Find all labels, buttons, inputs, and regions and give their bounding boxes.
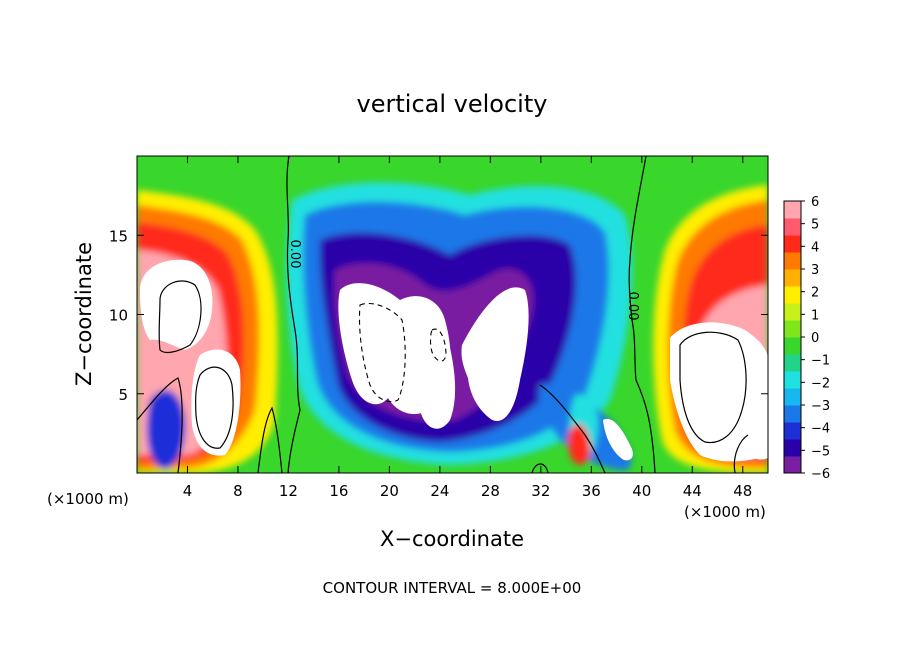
central-white-right (461, 287, 529, 421)
x-tick-label: 24 (430, 482, 449, 500)
left-downdraft (146, 390, 186, 470)
negative-contours (358, 302, 447, 403)
contour-lines (137, 156, 749, 473)
colorbar-swatch (784, 405, 801, 423)
colorbar-tick-label: −5 (811, 444, 830, 459)
negative-contour-2 (429, 328, 447, 362)
x-tick-label: 8 (233, 482, 243, 500)
colorbar-swatch (784, 388, 801, 406)
colorbar-swatch (784, 303, 801, 321)
y-axis-label: Z−coordinate (72, 242, 96, 386)
negative-contour-1 (358, 302, 406, 403)
x-tick-label: 36 (582, 482, 601, 500)
x-unit-left: (×1000 m) (47, 490, 129, 508)
x-tick-label: 16 (329, 482, 348, 500)
zero-contour-right-low (539, 384, 606, 473)
colorbar-swatch (784, 201, 801, 219)
colorbar-tick-label: −4 (811, 422, 830, 437)
x-axis: 4 8 12 16 20 24 28 32 36 40 44 48 (183, 156, 752, 500)
x-tick-label: 48 (733, 482, 752, 500)
colorbar-swatch (784, 235, 801, 253)
zero-contour-left (286, 156, 301, 473)
colorbar-swatch (784, 269, 801, 287)
right-corner-white (745, 421, 768, 460)
zero-contour-left-low (137, 377, 183, 473)
positive-contour-1 (158, 280, 202, 354)
zero-contour-bottom-bump (531, 463, 549, 473)
contour-interval: CONTOUR INTERVAL = 8.000E+00 (323, 579, 582, 597)
positive-contour-3 (679, 331, 747, 444)
colorbar-tick-label: −6 (811, 467, 830, 482)
x-tick-label: 4 (183, 482, 193, 500)
colorbar-swatch (784, 337, 801, 355)
zero-contour-right-corner (733, 434, 749, 473)
plot-area (137, 156, 768, 473)
colorbar-tick-label: 4 (811, 240, 819, 255)
colorbar-tick-label: −3 (811, 399, 830, 414)
contour-label-right: 0.00 (625, 292, 640, 321)
colorbar-tick-label: −1 (811, 354, 830, 369)
colorbar-swatch (784, 252, 801, 270)
right-streak-white (603, 418, 633, 461)
x-unit-right: (×1000 m) (684, 503, 766, 521)
colorbar-tick-label: 1 (811, 308, 819, 323)
colorbar-swatch (784, 218, 801, 236)
contour-label-left: 0.00 (287, 240, 302, 269)
colorbar-swatch (784, 439, 801, 457)
x-tick-label: 28 (481, 482, 500, 500)
chart-title: vertical velocity (357, 90, 548, 118)
y-axis: 5 10 15 (109, 227, 768, 404)
left-upper-white (140, 259, 213, 350)
x-tick-label: 40 (632, 482, 651, 500)
x-tick-label: 20 (380, 482, 399, 500)
colorbar-swatch (784, 422, 801, 440)
colorbar-swatch (784, 371, 801, 389)
colorbar-tick-label: 2 (811, 286, 819, 301)
central-white-mid (408, 322, 456, 429)
colorbar-tick-label: 3 (811, 263, 819, 278)
colorbar-tick-label: −2 (811, 376, 830, 391)
colorbar-tick-label: 5 (811, 218, 819, 233)
x-tick-label: 12 (279, 482, 298, 500)
colorbar: 6 5 4 3 2 1 0 −1 −2 −3 −4 −5 −6 (783, 195, 830, 482)
zero-contour-right (628, 156, 656, 473)
colorbar-tick-label: 6 (811, 195, 819, 210)
x-tick-label: 32 (531, 482, 550, 500)
x-tick-label: 44 (683, 482, 702, 500)
colorbar-tick-label: 0 (811, 331, 819, 346)
y-tick-label: 5 (118, 386, 128, 404)
colorbar-swatch (784, 354, 801, 372)
colorbar-swatch (784, 456, 801, 474)
positive-contour-2 (195, 366, 234, 449)
colorbar-swatch (784, 286, 801, 304)
left-lower-white (191, 349, 241, 456)
colorbar-swatch (784, 320, 801, 338)
y-tick-label: 10 (109, 307, 128, 325)
x-axis-label: X−coordinate (380, 527, 524, 551)
y-tick-label: 15 (109, 227, 128, 245)
zero-contour-left-inner (257, 406, 283, 473)
